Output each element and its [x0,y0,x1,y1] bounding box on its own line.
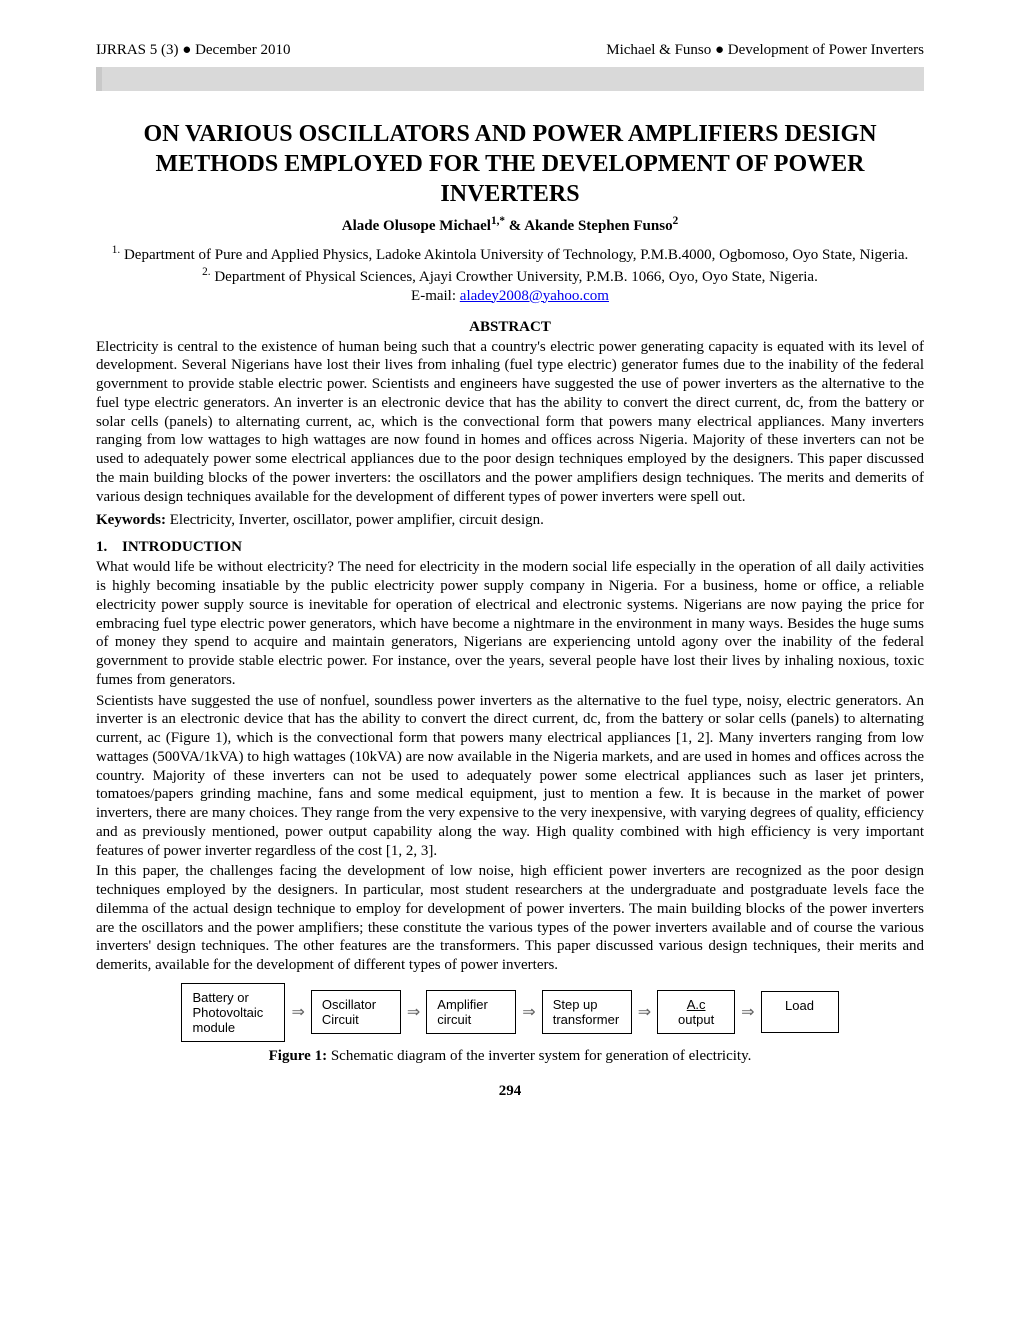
arrow-icon: ⇒ [289,1002,306,1022]
keywords-label: Keywords: [96,512,166,528]
page: IJRRAS 5 (3) ● December 2010 Michael & F… [0,0,1020,1140]
arrow-icon: ⇒ [739,1002,756,1022]
flow-box-amplifier: Amplifier circuit [426,990,516,1034]
author-1: Alade Olusope Michael [342,218,491,234]
flow-box-oscillator: Oscillator Circuit [311,990,401,1034]
figure-1-caption: Figure 1: Schematic diagram of the inver… [96,1048,924,1065]
intro-para-3: In this paper, the challenges facing the… [96,862,924,975]
running-header: IJRRAS 5 (3) ● December 2010 Michael & F… [96,42,924,59]
header-right: Michael & Funso ● Development of Power I… [606,42,924,59]
section-1-heading: 1.INTRODUCTION [96,539,924,556]
flow-diagram: Battery or Photovoltaic module ⇒ Oscilla… [181,983,838,1042]
arrow-icon: ⇒ [405,1002,422,1022]
flow-box-load: Load [761,991,839,1033]
flow-box-transformer: Step up transformer [542,990,632,1034]
header-left: IJRRAS 5 (3) ● December 2010 [96,42,290,59]
keywords-text: Electricity, Inverter, oscillator, power… [166,512,544,528]
abstract-heading: ABSTRACT [96,319,924,336]
intro-para-1: What would life be without electricity? … [96,558,924,689]
arrow-icon: ⇒ [636,1002,653,1022]
authors-line: Alade Olusope Michael1,* & Akande Stephe… [96,215,924,235]
affiliation-1: 1. Department of Pure and Applied Physic… [96,243,924,265]
affiliation-2: 2. Department of Physical Sciences, Ajay… [96,265,924,287]
email-line: E-mail: aladey2008@yahoo.com [96,288,924,305]
author-2: Akande Stephen Funso [524,218,672,234]
abstract-text: Electricity is central to the existence … [96,338,924,507]
arrow-icon: ⇒ [520,1002,537,1022]
flow-box-battery: Battery or Photovoltaic module [181,983,285,1042]
email-link[interactable]: aladey2008@yahoo.com [460,288,609,304]
flow-box-ac-output: A.c output [657,990,735,1034]
header-bar [96,67,924,91]
keywords-line: Keywords: Electricity, Inverter, oscilla… [96,512,924,529]
intro-para-2: Scientists have suggested the use of non… [96,692,924,861]
figure-1: Battery or Photovoltaic module ⇒ Oscilla… [96,983,924,1042]
paper-title: ON VARIOUS OSCILLATORS AND POWER AMPLIFI… [96,119,924,209]
page-number: 294 [96,1083,924,1100]
